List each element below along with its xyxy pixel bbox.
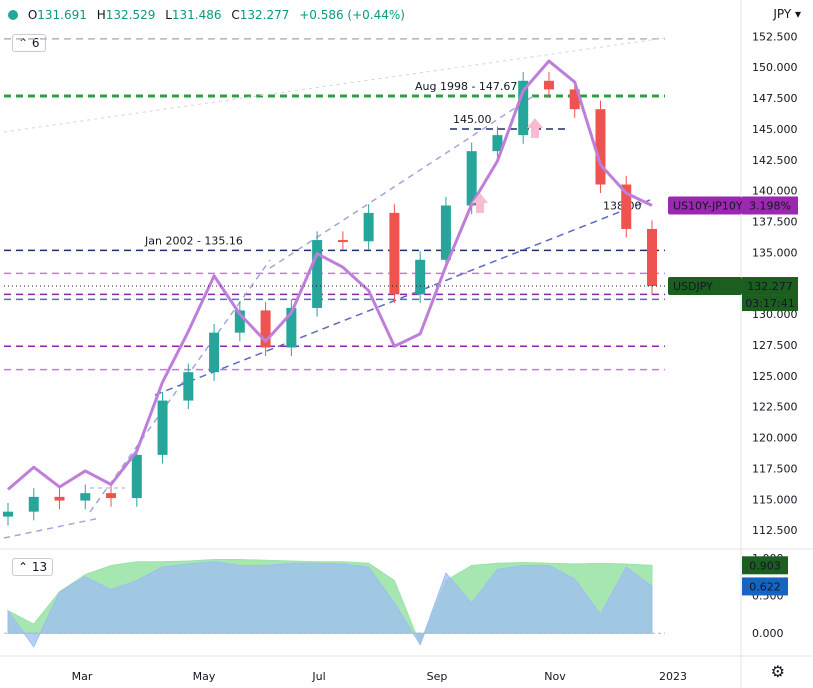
high-label: H [96,8,106,22]
ohlc-header: O131.691 H132.529 L131.486 C132.277 +0.5… [8,8,411,22]
y-tick-label: 147.500 [752,92,798,105]
candle-body [595,109,606,185]
low-value: 131.486 [171,8,222,22]
open-label: O [27,8,38,22]
y-tick-label: 127.500 [752,339,798,352]
y-tick-label: 115.000 [752,493,798,506]
level-annotation: Aug 1998 - 147.67 [415,80,517,93]
currency-selector[interactable]: JPY ▾ [773,7,801,21]
lower-indicator-count: 13 [31,560,48,574]
candle-body [621,184,632,229]
candle-body [234,310,245,333]
candle-body [543,80,554,90]
level-annotation: Jan 2002 - 135.16 [144,234,243,247]
price-tag-name-box [668,277,742,296]
y-tick-label: 130.000 [752,308,798,321]
candle-body [363,212,374,242]
x-tick-label: Mar [72,670,93,683]
candle-body [492,135,503,152]
candle-body [80,493,91,501]
candle-body [260,310,271,348]
candle-body [3,511,13,517]
candle-body [569,89,580,110]
y-tick-label: 140.000 [752,185,798,198]
y-tick-label: 150.000 [752,61,798,74]
y-tick-label: 135.000 [752,246,798,259]
trend-line [3,37,666,133]
correlation-value-label: 0.903 [749,559,781,572]
candle-body [106,493,117,499]
trend-line [3,517,101,539]
up-arrow-icon [472,193,488,213]
candle-body [440,205,451,260]
price-tag-value: 3.198% [749,199,791,212]
market-status-icon [8,10,18,20]
candle-body [518,80,529,136]
candle-body [209,332,220,373]
correlation-value-box [742,556,788,575]
spread-line [7,59,653,491]
countdown-box [742,295,798,312]
high-value: 132.529 [105,8,156,22]
y-tick-label: 137.500 [752,216,798,229]
correlation-area [7,561,653,648]
y-tick-label: 112.500 [752,524,798,537]
candle-body [286,307,297,348]
countdown-label: 03:17:41 [745,297,794,310]
close-label: C [231,8,240,22]
candle-body [183,372,194,401]
candle-body [54,496,65,501]
y-tick-label: 122.500 [752,401,798,414]
lower-y-tick-label: 0.000 [752,627,784,640]
candle-body [466,151,477,206]
x-tick-label: Sep [427,670,448,683]
y-tick-label: 120.000 [752,432,798,445]
candle-body [312,240,323,308]
main-indicator-count: 6 [31,36,40,50]
candle-body [131,454,142,499]
x-tick-label: Jul [311,670,325,683]
level-annotation: 145.00 [453,113,492,126]
price-tag-value-box [742,196,798,215]
open-value: 131.691 [37,8,87,22]
up-arrow-icon [527,118,543,138]
candle-body [415,259,426,295]
correlation-value-label: 0.622 [749,580,781,593]
change-value: +0.586 (+0.44%) [299,8,405,22]
x-tick-label: May [193,670,216,683]
candle-body [337,240,348,243]
trend-line [89,259,271,513]
candle-body [647,228,657,287]
price-tag-name: US10Y-JP10Y [673,199,743,212]
x-tick-label: Nov [544,670,566,683]
price-tag-value-box [742,277,798,296]
y-tick-label: 152.500 [752,30,798,43]
lower-indicators-toggle[interactable]: ⌃ 13 [12,558,54,576]
y-tick-label: 142.500 [752,154,798,167]
price-tag-name-box [668,196,742,215]
candle-body [157,400,168,455]
y-tick-label: 117.500 [752,462,798,475]
price-tag-value: 132.277 [747,280,793,293]
candle-body [389,212,400,295]
candle-body [28,496,39,512]
settings-gear-icon[interactable]: ⚙ [770,664,785,681]
x-tick-label: 2023 [659,670,687,683]
currency-label: JPY [773,7,792,21]
low-label: L [165,8,172,22]
trend-line [269,94,536,269]
close-value: 132.277 [239,8,290,22]
y-tick-label: 125.000 [752,370,798,383]
price-tag-name: USDJPY [673,280,713,293]
trend-line [154,199,651,396]
y-tick-label: 145.000 [752,123,798,136]
correlation-value-box [742,577,788,596]
